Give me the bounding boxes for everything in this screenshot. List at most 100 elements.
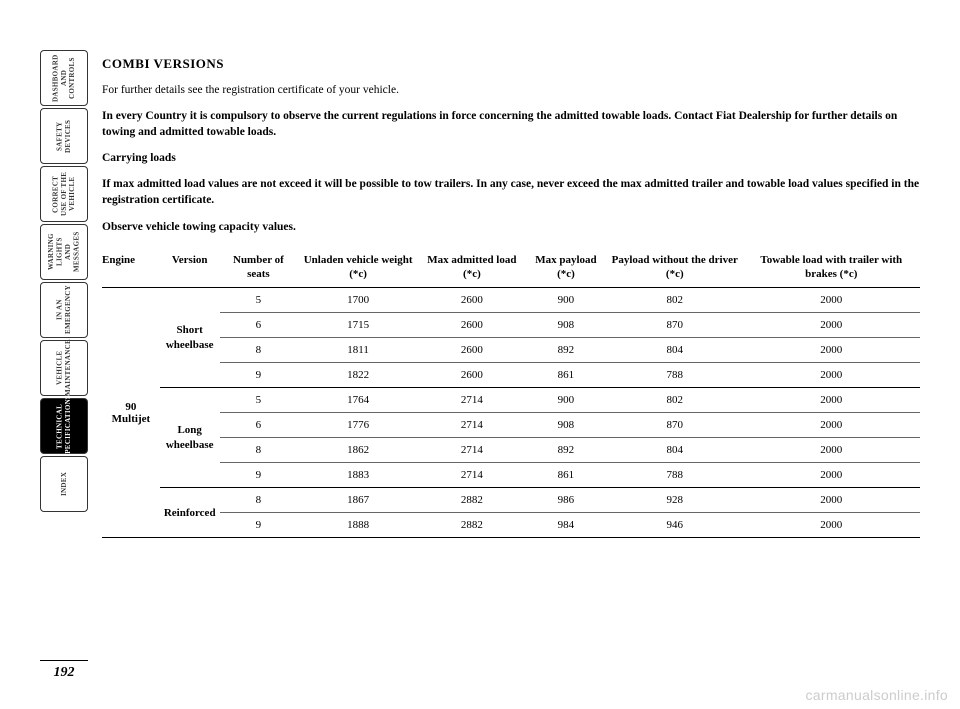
cell-value: 2000 bbox=[743, 313, 920, 338]
cell-version: Shortwheelbase bbox=[160, 288, 220, 388]
para-1: For further details see the registration… bbox=[102, 82, 920, 98]
cell-value: 2882 bbox=[419, 488, 525, 513]
para-2: In every Country it is compulsory to obs… bbox=[102, 108, 920, 140]
cell-value: 2000 bbox=[743, 363, 920, 388]
cell-value: 1888 bbox=[297, 513, 419, 538]
cell-value: 6 bbox=[220, 313, 298, 338]
th-unladen: Unladen vehicle weight (*c) bbox=[297, 247, 419, 288]
tab-emergency[interactable]: IN AN EMERGENCY bbox=[40, 282, 88, 338]
cell-value: 928 bbox=[607, 488, 743, 513]
cell-value: 2000 bbox=[743, 438, 920, 463]
table-header-row: Engine Version Number of seats Unladen v… bbox=[102, 247, 920, 288]
cell-value: 2600 bbox=[419, 313, 525, 338]
cell-value: 9 bbox=[220, 463, 298, 488]
cell-value: 5 bbox=[220, 288, 298, 313]
cell-value: 788 bbox=[607, 363, 743, 388]
weights-table: Engine Version Number of seats Unladen v… bbox=[102, 247, 920, 539]
table-row: 6177627149088702000 bbox=[102, 413, 920, 438]
cell-value: 2714 bbox=[419, 388, 525, 413]
cell-value: 946 bbox=[607, 513, 743, 538]
cell-value: 1715 bbox=[297, 313, 419, 338]
cell-value: 1764 bbox=[297, 388, 419, 413]
cell-value: 1776 bbox=[297, 413, 419, 438]
tab-correct-use[interactable]: CORRECT USE OF THE VEHICLE bbox=[40, 166, 88, 222]
th-version: Version bbox=[160, 247, 220, 288]
sidebar-tabs: DASHBOARD AND CONTROLS SAFETY DEVICES CO… bbox=[40, 50, 88, 650]
cell-value: 870 bbox=[607, 313, 743, 338]
table-row: Longwheelbase5176427149008022000 bbox=[102, 388, 920, 413]
tab-technical-specs[interactable]: TECHNICAL SPECIFICATIONS bbox=[40, 398, 88, 454]
cell-value: 1822 bbox=[297, 363, 419, 388]
cell-value: 2714 bbox=[419, 438, 525, 463]
para-4: Observe vehicle towing capacity values. bbox=[102, 219, 920, 235]
tab-index[interactable]: INDEX bbox=[40, 456, 88, 512]
cell-value: 984 bbox=[525, 513, 607, 538]
th-max-load: Max admitted load (*c) bbox=[419, 247, 525, 288]
cell-value: 2000 bbox=[743, 288, 920, 313]
watermark: carmanualsonline.info bbox=[806, 687, 949, 703]
cell-value: 802 bbox=[607, 288, 743, 313]
cell-value: 2600 bbox=[419, 338, 525, 363]
main-content: COMBI VERSIONS For further details see t… bbox=[102, 50, 920, 650]
cell-value: 2000 bbox=[743, 463, 920, 488]
para-3: If max admitted load values are not exce… bbox=[102, 176, 920, 208]
cell-value: 870 bbox=[607, 413, 743, 438]
table-row: 90 MultijetShortwheelbase517002600900802… bbox=[102, 288, 920, 313]
cell-engine: 90 Multijet bbox=[102, 288, 160, 538]
page-number: 192 bbox=[40, 660, 88, 681]
cell-value: 861 bbox=[525, 463, 607, 488]
table-row: 9188327148617882000 bbox=[102, 463, 920, 488]
cell-value: 8 bbox=[220, 338, 298, 363]
cell-value: 802 bbox=[607, 388, 743, 413]
cell-value: 2600 bbox=[419, 288, 525, 313]
tab-maintenance[interactable]: VEHICLE MAINTENANCE bbox=[40, 340, 88, 396]
cell-value: 1811 bbox=[297, 338, 419, 363]
cell-value: 2714 bbox=[419, 463, 525, 488]
subheading-carrying-loads: Carrying loads bbox=[102, 150, 920, 166]
cell-value: 6 bbox=[220, 413, 298, 438]
cell-value: 2000 bbox=[743, 388, 920, 413]
table-row: 6171526009088702000 bbox=[102, 313, 920, 338]
cell-value: 908 bbox=[525, 313, 607, 338]
cell-value: 2714 bbox=[419, 413, 525, 438]
cell-value: 8 bbox=[220, 488, 298, 513]
cell-value: 908 bbox=[525, 413, 607, 438]
cell-value: 900 bbox=[525, 388, 607, 413]
th-engine: Engine bbox=[102, 247, 160, 288]
tab-dashboard[interactable]: DASHBOARD AND CONTROLS bbox=[40, 50, 88, 106]
cell-value: 804 bbox=[607, 338, 743, 363]
cell-value: 1700 bbox=[297, 288, 419, 313]
cell-value: 900 bbox=[525, 288, 607, 313]
cell-value: 788 bbox=[607, 463, 743, 488]
cell-value: 2000 bbox=[743, 413, 920, 438]
cell-value: 892 bbox=[525, 438, 607, 463]
cell-value: 861 bbox=[525, 363, 607, 388]
tab-safety[interactable]: SAFETY DEVICES bbox=[40, 108, 88, 164]
cell-value: 5 bbox=[220, 388, 298, 413]
cell-value: 1867 bbox=[297, 488, 419, 513]
th-payload-no-driver: Payload without the driver (*c) bbox=[607, 247, 743, 288]
section-heading: COMBI VERSIONS bbox=[102, 56, 920, 72]
page-content: DASHBOARD AND CONTROLS SAFETY DEVICES CO… bbox=[40, 50, 920, 650]
cell-version: Longwheelbase bbox=[160, 388, 220, 488]
cell-value: 2882 bbox=[419, 513, 525, 538]
cell-value: 1883 bbox=[297, 463, 419, 488]
cell-value: 9 bbox=[220, 513, 298, 538]
table-row: 8181126008928042000 bbox=[102, 338, 920, 363]
cell-value: 892 bbox=[525, 338, 607, 363]
cell-value: 2000 bbox=[743, 338, 920, 363]
cell-value: 986 bbox=[525, 488, 607, 513]
table-row: Reinforced8186728829869282000 bbox=[102, 488, 920, 513]
table-row: 9182226008617882000 bbox=[102, 363, 920, 388]
cell-value: 1862 bbox=[297, 438, 419, 463]
cell-value: 2600 bbox=[419, 363, 525, 388]
tab-warning-lights[interactable]: WARNING LIGHTS AND MESSAGES bbox=[40, 224, 88, 280]
th-max-payload: Max payload (*c) bbox=[525, 247, 607, 288]
cell-value: 9 bbox=[220, 363, 298, 388]
cell-value: 2000 bbox=[743, 488, 920, 513]
cell-version: Reinforced bbox=[160, 488, 220, 538]
cell-value: 2000 bbox=[743, 513, 920, 538]
th-towable: Towable load with trailer with brakes (*… bbox=[743, 247, 920, 288]
table-row: 9188828829849462000 bbox=[102, 513, 920, 538]
cell-value: 8 bbox=[220, 438, 298, 463]
